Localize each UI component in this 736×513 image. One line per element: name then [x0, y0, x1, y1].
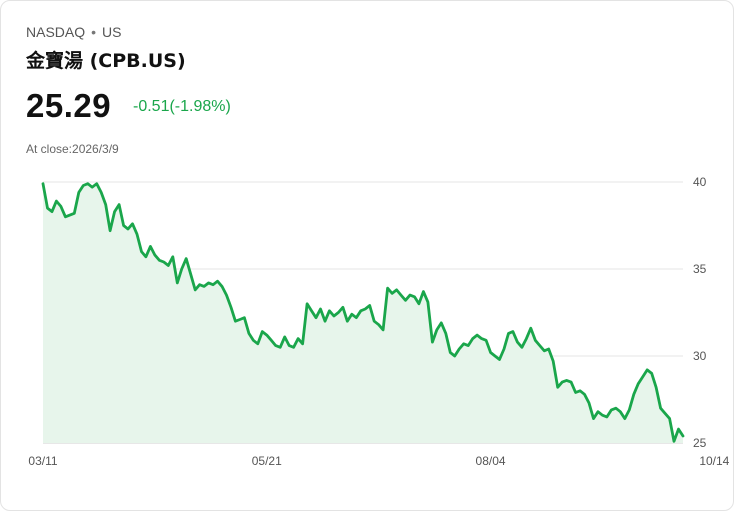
exchange-line: NASDAQ • US — [26, 24, 121, 40]
x-tick-label: 10/14 — [699, 454, 729, 468]
x-tick-label: 05/21 — [252, 454, 282, 468]
price-line[interactable] — [41, 182, 685, 443]
y-axis-labels: 40 35 30 25 — [693, 175, 707, 450]
y-tick-label: 40 — [693, 175, 707, 189]
price-area-fill — [43, 183, 683, 443]
stock-title: 金寶湯 (CPB.US) — [26, 50, 186, 72]
close-timestamp: At close:2026/3/9 — [26, 142, 119, 156]
separator-dot: • — [91, 24, 97, 40]
y-tick-label: 35 — [693, 262, 707, 276]
x-tick-label: 08/04 — [476, 454, 506, 468]
y-tick-label: 25 — [693, 436, 707, 450]
exchange-name: NASDAQ — [26, 24, 86, 40]
current-price: 25.29 — [26, 87, 112, 124]
y-tick-label: 30 — [693, 349, 707, 363]
market-name: US — [102, 24, 122, 40]
price-change: -0.51(-1.98%) — [133, 98, 231, 115]
x-tick-label: 03/11 — [28, 454, 57, 468]
